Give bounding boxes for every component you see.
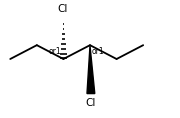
Text: or1: or1	[92, 47, 104, 56]
Text: Cl: Cl	[57, 4, 68, 14]
Text: Cl: Cl	[86, 98, 96, 108]
Text: or1: or1	[49, 47, 62, 56]
Polygon shape	[87, 46, 95, 94]
